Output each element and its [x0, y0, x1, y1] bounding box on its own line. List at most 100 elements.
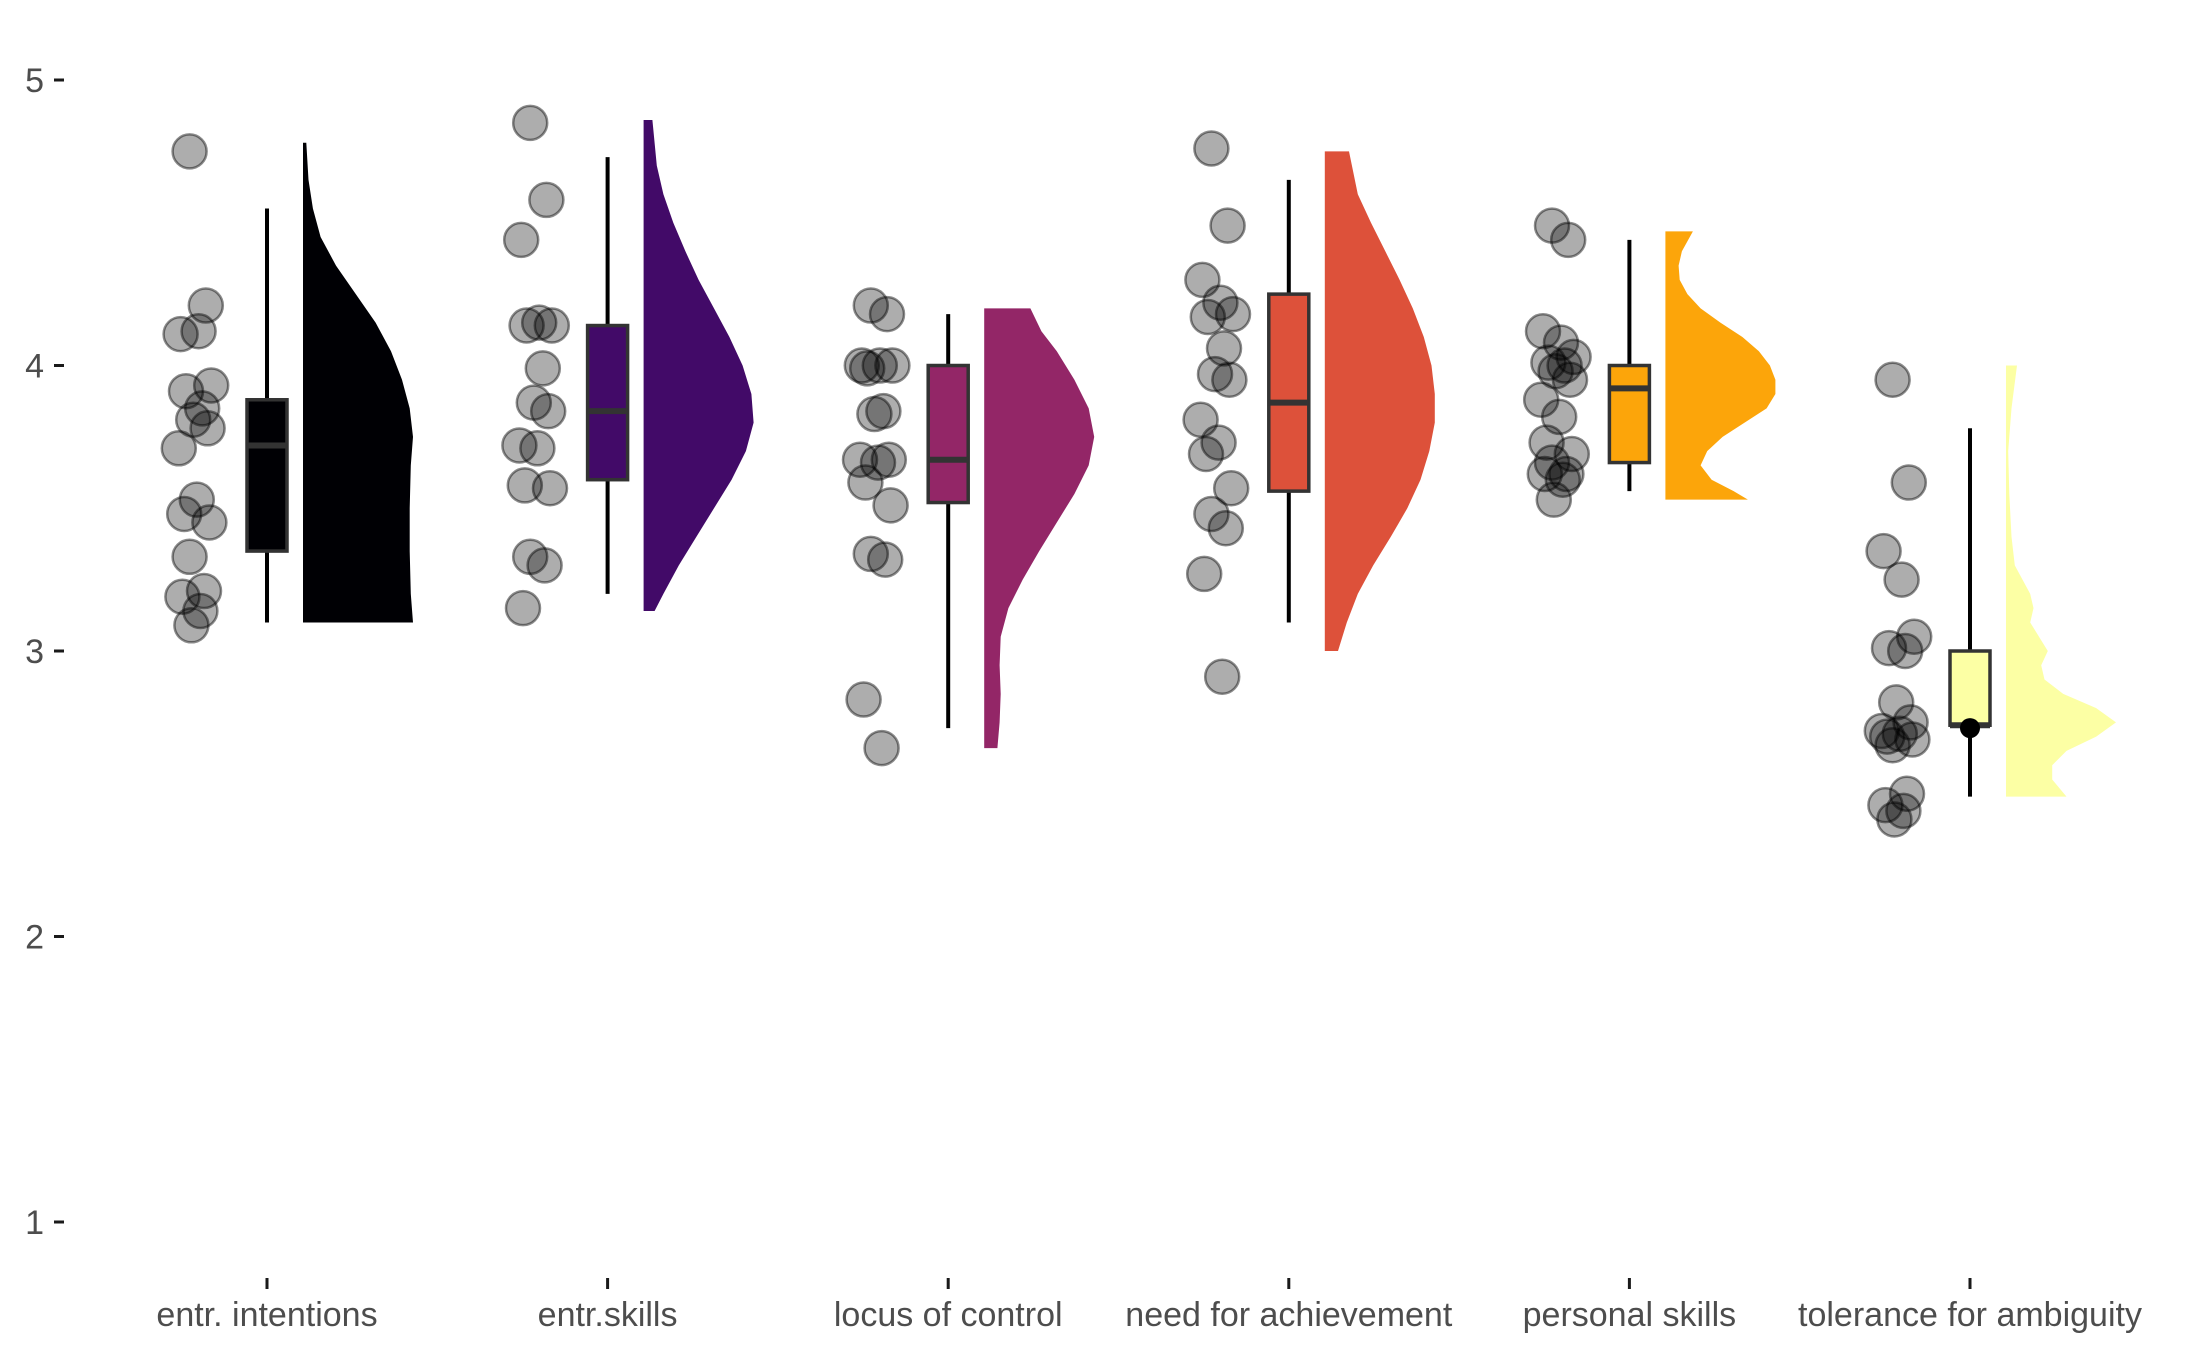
data-point [185, 572, 223, 610]
data-point [852, 287, 890, 324]
data-point [162, 315, 199, 353]
data-point [868, 295, 906, 333]
data-point [1522, 381, 1560, 419]
data-point [1885, 792, 1922, 830]
density-cloud [2006, 365, 2116, 797]
data-point [164, 578, 201, 616]
data-point [1888, 775, 1926, 812]
data-point [866, 541, 904, 578]
data-point [1205, 330, 1243, 367]
data-point [1877, 684, 1915, 721]
data-point [1202, 284, 1239, 321]
density-cloud [303, 142, 413, 623]
data-point [524, 350, 562, 387]
data-point [1540, 398, 1578, 436]
data-point [1876, 801, 1913, 838]
data-point [1555, 338, 1592, 376]
data-point [1874, 726, 1911, 764]
data-point [1870, 629, 1908, 667]
data-point [1526, 455, 1564, 493]
data-point [1890, 464, 1928, 501]
data-point [511, 538, 549, 576]
data-point [191, 504, 228, 541]
data-point [1546, 347, 1583, 384]
data-point [1200, 424, 1237, 461]
box [245, 398, 289, 553]
y-axis: 1 2 3 4 5 [25, 62, 64, 1242]
data-point [861, 347, 899, 384]
y-tick-label: 2 [25, 919, 44, 957]
data-point [1553, 435, 1591, 473]
data-point [1530, 344, 1567, 381]
plot-area [160, 104, 2116, 838]
data-point [171, 133, 208, 170]
data-point [508, 307, 545, 344]
data-point [1187, 435, 1225, 473]
x-tick-label: locus of control [834, 1296, 1063, 1334]
data-point [1874, 361, 1911, 399]
data-point [515, 384, 553, 421]
data-point [531, 470, 569, 507]
data-point [856, 395, 893, 433]
data-point [845, 681, 882, 718]
data-point [870, 441, 908, 478]
y-tick-label: 4 [25, 348, 44, 386]
data-point [1209, 207, 1246, 244]
x-axis: entr. intentions entr.skills locus of cont… [156, 1278, 2142, 1334]
data-point [1863, 712, 1901, 750]
data-point [872, 487, 909, 524]
data-point [1894, 721, 1931, 758]
data-point [874, 347, 911, 384]
data-point [165, 495, 203, 533]
data-point [865, 392, 902, 430]
x-tick-label: entr.skills [538, 1296, 678, 1334]
data-point [519, 430, 556, 467]
data-point [1537, 352, 1574, 390]
data-point [1193, 495, 1230, 533]
data-point [1886, 632, 1924, 670]
y-tick-label: 5 [25, 62, 44, 100]
data-point [1203, 658, 1241, 695]
data-point [192, 367, 230, 404]
data-point [178, 481, 216, 518]
box [585, 323, 630, 482]
data-point [1184, 261, 1221, 299]
data-point [1867, 786, 1904, 824]
x-tick-label: need for achievement [1125, 1296, 1453, 1334]
density-cloud [643, 119, 754, 612]
data-point [1883, 561, 1920, 598]
data-point [174, 401, 212, 438]
data-point [504, 589, 542, 627]
data-point [859, 444, 897, 481]
data-point [1533, 444, 1571, 481]
data-point [520, 304, 558, 341]
data-point [528, 181, 565, 219]
data-point [848, 350, 886, 387]
data-point [160, 430, 198, 467]
box [1948, 649, 1992, 727]
data-point [526, 547, 563, 584]
data-point [187, 287, 225, 324]
y-tick-label: 3 [25, 633, 44, 671]
data-point [1895, 618, 1933, 655]
data-point [1544, 461, 1582, 498]
data-point [841, 441, 879, 478]
data-point [863, 729, 900, 767]
data-point [1549, 221, 1587, 259]
data-point [1196, 355, 1234, 393]
density-cloud [984, 308, 1095, 749]
data-point [1182, 401, 1219, 438]
data-point [171, 538, 208, 576]
data-point [1189, 298, 1227, 336]
data-point [506, 467, 544, 504]
data-point [1868, 718, 1906, 755]
data-point [1548, 455, 1585, 493]
data-point [1193, 130, 1230, 167]
data-point [847, 464, 884, 501]
density-cloud [1665, 231, 1776, 500]
data-point [852, 535, 890, 573]
data-point [189, 410, 226, 447]
data-point [511, 104, 549, 142]
data-point [1551, 361, 1589, 399]
